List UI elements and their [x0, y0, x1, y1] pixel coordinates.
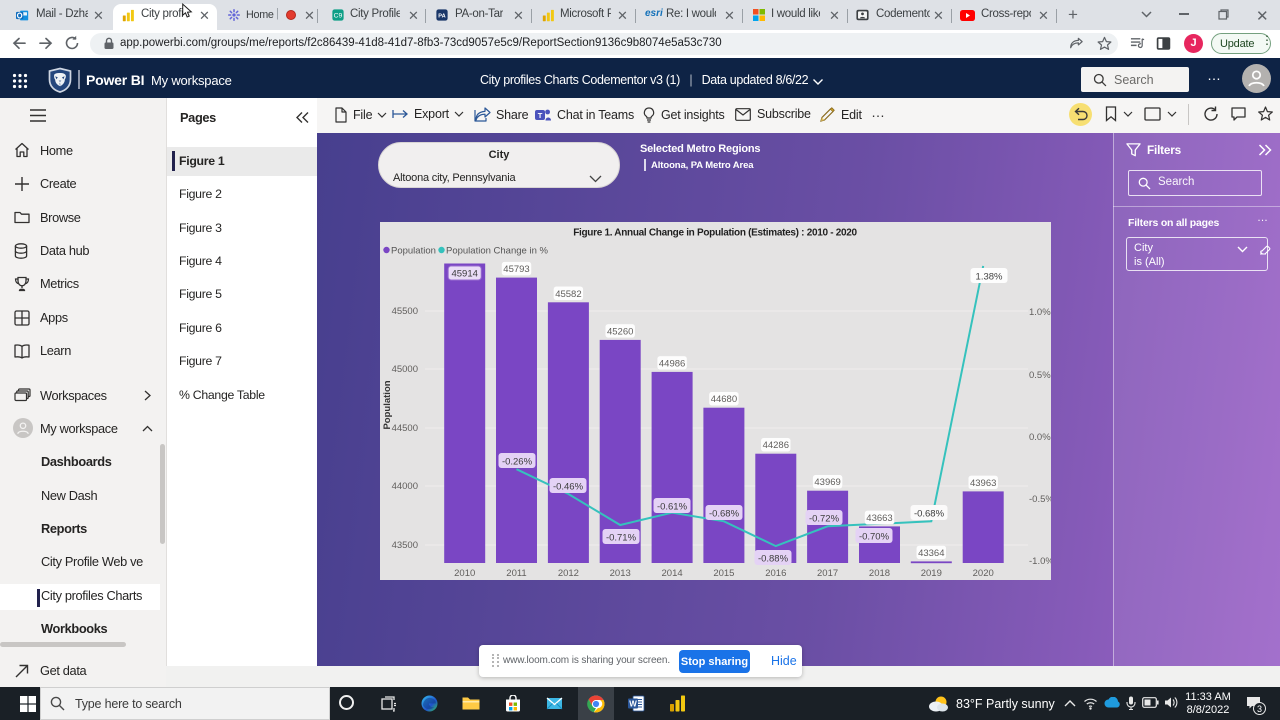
svg-text:43969: 43969 — [814, 477, 840, 488]
svg-text:45500: 45500 — [392, 306, 418, 317]
svg-text:43663: 43663 — [866, 513, 892, 524]
svg-text:1.38%: 1.38% — [976, 272, 1003, 283]
svg-text:2013: 2013 — [610, 568, 631, 579]
svg-text:-0.68%: -0.68% — [709, 509, 740, 520]
svg-text:1.0%: 1.0% — [1029, 307, 1051, 318]
svg-text:2014: 2014 — [662, 568, 683, 579]
svg-text:-0.5%: -0.5% — [1029, 494, 1051, 505]
svg-text:44500: 44500 — [392, 423, 418, 434]
svg-text:-1.0%: -1.0% — [1029, 556, 1051, 567]
svg-text:-0.26%: -0.26% — [502, 457, 533, 468]
svg-text:C9: C9 — [334, 13, 343, 20]
svg-text:-0.61%: -0.61% — [657, 502, 688, 513]
svg-text:Population: Population — [382, 380, 393, 429]
svg-text:Population Change in %: Population Change in % — [446, 246, 548, 257]
svg-text:PA: PA — [438, 13, 445, 19]
svg-text:2019: 2019 — [921, 568, 942, 579]
svg-text:44286: 44286 — [763, 440, 789, 451]
svg-text:2018: 2018 — [869, 568, 890, 579]
svg-text:43364: 43364 — [918, 548, 944, 559]
svg-text:45260: 45260 — [607, 326, 633, 337]
svg-text:43500: 43500 — [392, 540, 418, 551]
svg-text:T: T — [538, 111, 543, 120]
svg-text:2015: 2015 — [713, 568, 734, 579]
svg-text:45793: 45793 — [503, 264, 529, 275]
svg-text:-0.68%: -0.68% — [914, 509, 945, 520]
svg-text:-0.72%: -0.72% — [809, 514, 840, 525]
svg-text:2011: 2011 — [506, 568, 526, 579]
svg-text:44680: 44680 — [711, 394, 737, 405]
svg-text:-0.88%: -0.88% — [758, 554, 789, 565]
svg-text:2017: 2017 — [817, 568, 838, 579]
svg-text:2016: 2016 — [765, 568, 786, 579]
svg-text:45000: 45000 — [392, 364, 418, 375]
svg-text:0.5%: 0.5% — [1029, 370, 1051, 381]
svg-text:2020: 2020 — [973, 568, 994, 579]
svg-text:45914: 45914 — [451, 269, 477, 280]
svg-text:45582: 45582 — [555, 289, 581, 300]
svg-text:W: W — [629, 700, 637, 709]
svg-text:44000: 44000 — [392, 481, 418, 492]
svg-text:0.0%: 0.0% — [1029, 432, 1051, 443]
svg-text:2010: 2010 — [454, 568, 475, 579]
svg-text:Figure 1. Annual Change in Pop: Figure 1. Annual Change in Population (E… — [573, 228, 857, 239]
svg-text:43963: 43963 — [970, 478, 996, 489]
svg-text:-0.46%: -0.46% — [553, 482, 584, 493]
svg-text:44986: 44986 — [659, 358, 685, 369]
svg-text:2012: 2012 — [558, 568, 579, 579]
svg-text:Population: Population — [391, 246, 436, 257]
svg-text:-0.71%: -0.71% — [606, 533, 637, 544]
svg-text:-0.70%: -0.70% — [859, 532, 890, 543]
